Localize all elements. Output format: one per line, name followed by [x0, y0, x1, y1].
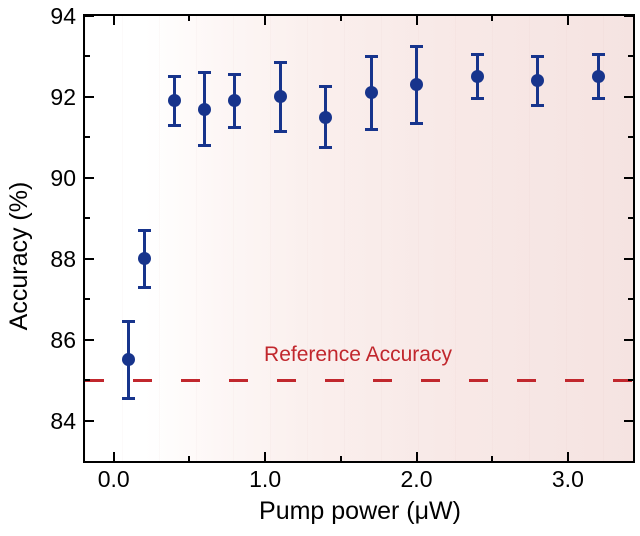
error-bar-cap-bottom: [470, 97, 484, 101]
x-tick-label: 2.0: [400, 466, 433, 492]
error-bar-cap-bottom: [122, 396, 136, 400]
data-point: [167, 94, 181, 108]
error-bar-cap-bottom: [591, 97, 605, 101]
x-major-tick: [112, 452, 115, 461]
x-major-tick: [415, 16, 418, 25]
data-point: [531, 74, 545, 88]
y-minor-tick: [85, 298, 90, 301]
y-minor-tick: [85, 55, 90, 58]
data-point: [273, 90, 287, 104]
error-bar-cap-bottom: [198, 143, 212, 147]
reference-line: [85, 378, 633, 382]
x-major-tick: [566, 452, 569, 461]
error-bar-cap-top: [410, 44, 424, 48]
y-major-tick: [85, 419, 94, 422]
error-bar-cap-bottom: [319, 145, 333, 149]
y-minor-tick: [628, 298, 633, 301]
x-major-tick: [264, 16, 267, 25]
y-major-tick: [85, 257, 94, 260]
x-tick-label: 0.0: [97, 466, 130, 492]
y-minor-tick: [628, 379, 633, 382]
data-point: [228, 94, 242, 108]
y-tick-label: 90: [50, 164, 76, 191]
error-bar-cap-top: [319, 85, 333, 89]
y-tick-label: 92: [50, 83, 76, 110]
x-major-tick: [112, 16, 115, 25]
x-axis-title: Pump power (μW): [259, 497, 461, 525]
error-bar-cap-bottom: [410, 121, 424, 125]
y-major-tick: [624, 257, 633, 260]
y-major-tick: [624, 419, 633, 422]
x-major-tick: [415, 452, 418, 461]
error-bar-cap-top: [228, 73, 242, 77]
plot-area: Reference Accuracy: [83, 14, 635, 463]
data-point: [122, 353, 136, 367]
error-bar-cap-top: [122, 319, 136, 323]
error-bar-cap-top: [273, 61, 287, 65]
x-minor-tick: [491, 456, 494, 461]
error-bar-cap-top: [137, 228, 151, 232]
y-major-tick: [624, 338, 633, 341]
y-minor-tick: [85, 379, 90, 382]
x-minor-tick: [188, 456, 191, 461]
y-major-tick: [85, 95, 94, 98]
x-minor-tick: [188, 16, 191, 21]
data-point: [410, 78, 424, 92]
error-bar-cap-top: [198, 71, 212, 75]
error-bar-cap-bottom: [167, 123, 181, 127]
error-bar-cap-bottom: [364, 127, 378, 131]
y-major-tick: [85, 15, 94, 17]
y-major-tick: [624, 176, 633, 179]
x-tick-label: 3.0: [551, 466, 584, 492]
reference-line-label: Reference Accuracy: [264, 343, 452, 366]
error-bar-cap-top: [470, 52, 484, 56]
data-point: [364, 86, 378, 100]
y-minor-tick: [85, 136, 90, 139]
error-bar-cap-top: [531, 54, 545, 58]
error-bar-cap-top: [591, 52, 605, 56]
x-major-tick: [566, 16, 569, 25]
x-tick-label: 1.0: [249, 466, 282, 492]
data-point: [470, 70, 484, 84]
y-major-tick: [85, 176, 94, 179]
x-major-tick: [264, 452, 267, 461]
y-minor-tick: [628, 55, 633, 58]
y-major-tick: [624, 15, 633, 17]
y-tick-label: 86: [50, 326, 76, 353]
data-point: [319, 110, 333, 124]
x-minor-tick: [491, 16, 494, 21]
y-tick-label: 84: [50, 407, 76, 434]
x-minor-tick: [339, 16, 342, 21]
y-tick-label: 94: [50, 3, 76, 29]
y-minor-tick: [85, 217, 90, 220]
error-bar-cap-bottom: [531, 103, 545, 107]
error-bar-cap-bottom: [228, 125, 242, 129]
error-bar-cap-bottom: [273, 129, 287, 133]
y-minor-tick: [628, 217, 633, 220]
y-minor-tick: [628, 136, 633, 139]
error-bar-cap-top: [167, 75, 181, 79]
y-tick-label: 88: [50, 245, 76, 272]
data-point: [198, 102, 212, 116]
error-bar-cap-bottom: [137, 285, 151, 289]
y-major-tick: [624, 95, 633, 98]
y-major-tick: [85, 338, 94, 341]
error-bar-cap-top: [364, 54, 378, 58]
data-point: [591, 70, 605, 84]
x-minor-tick: [339, 456, 342, 461]
data-point: [137, 252, 151, 266]
